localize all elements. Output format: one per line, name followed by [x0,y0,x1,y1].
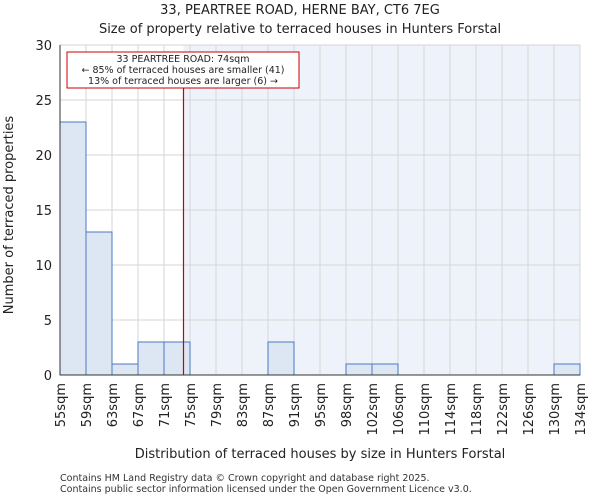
x-tick-label: 75sqm [184,383,199,427]
x-tick-label: 114sqm [444,383,459,436]
histogram-chart: 33, PEARTREE ROAD, HERNE BAY, CT6 7EG Si… [2,3,589,462]
attribution-line-2: Contains public sector information licen… [60,484,472,495]
y-tick-label: 0 [44,369,52,384]
x-tick-label: 118sqm [470,383,485,436]
x-tick-label: 122sqm [496,383,511,436]
y-tick-label: 25 [35,94,52,109]
x-tick-label: 102sqm [366,383,381,436]
histogram-bar [59,121,87,376]
y-tick-label: 30 [35,39,52,54]
x-tick-label: 130sqm [548,383,563,436]
x-tick-label: 71sqm [158,383,173,427]
x-tick-label: 106sqm [392,383,407,436]
x-tick-label: 95sqm [314,383,329,427]
annotation-box: 33 PEARTREE ROAD: 74sqm ← 85% of terrace… [66,51,300,89]
y-axis-label: Number of terraced properties [2,116,17,315]
y-tick-label: 5 [44,314,52,329]
x-tick-label: 87sqm [262,383,277,427]
chart-title: 33, PEARTREE ROAD, HERNE BAY, CT6 7EG [160,3,440,18]
x-tick-label: 59sqm [80,383,95,427]
x-tick-label: 110sqm [418,383,433,436]
x-tick-label: 98sqm [340,383,355,427]
x-tick-label: 55sqm [54,383,69,427]
y-tick-label: 10 [35,259,52,274]
x-tick-label: 79sqm [210,383,225,427]
x-tick-label: 67sqm [132,383,147,427]
histogram-bar [137,341,165,376]
attribution-line-1: Contains HM Land Registry data © Crown c… [60,473,430,484]
annotation-title: 33 PEARTREE ROAD: 74sqm [117,54,250,65]
histogram-bar [163,341,191,376]
x-axis-label: Distribution of terraced houses by size … [135,447,506,462]
x-tick-label: 126sqm [522,383,537,436]
histogram-bar [111,363,139,376]
x-tick-label: 91sqm [288,383,303,427]
histogram-bar [345,363,373,376]
histogram-bar [85,231,113,376]
histogram-bar [267,341,295,376]
attribution-footer: Contains HM Land Registry data © Crown c… [60,473,472,495]
histogram-bar [553,363,581,376]
y-tick-label: 20 [35,149,52,164]
chart-subtitle: Size of property relative to terraced ho… [99,22,501,37]
x-tick-label: 63sqm [106,383,121,427]
histogram-bar [371,363,399,376]
annotation-larger: 13% of terraced houses are larger (6) → [88,76,278,87]
x-tick-label: 134sqm [574,383,589,436]
y-tick-label: 15 [35,204,52,219]
x-tick-label: 83sqm [236,383,251,427]
annotation-smaller: ← 85% of terraced houses are smaller (41… [81,65,284,76]
